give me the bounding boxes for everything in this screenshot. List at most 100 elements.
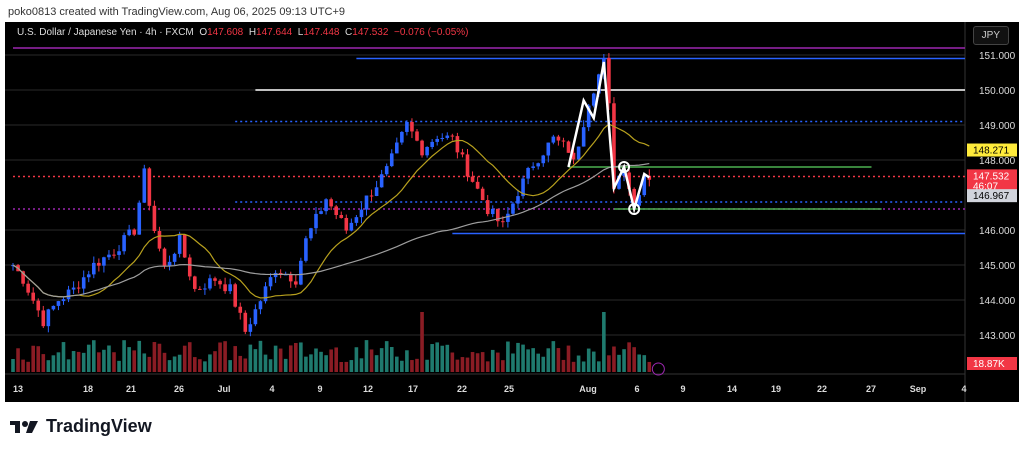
volume-bar — [561, 359, 566, 372]
candle-body — [182, 234, 187, 258]
volume-bar — [485, 361, 490, 372]
price-label-badge — [967, 169, 1017, 192]
price-label-text: 147.532 — [973, 171, 1010, 182]
candle-body — [71, 287, 76, 290]
volume-bar — [501, 360, 505, 372]
volume-bar — [258, 340, 263, 372]
x-tick-label: 18 — [83, 384, 93, 394]
candle-body — [198, 288, 202, 290]
volume-bar — [304, 356, 308, 372]
x-tick-label: 13 — [13, 384, 23, 394]
candle-body — [410, 121, 414, 132]
x-tick-label: 9 — [680, 384, 685, 394]
volume-bar — [405, 350, 409, 372]
volume-bar — [299, 342, 303, 372]
candle-body — [470, 176, 475, 182]
candle-body — [288, 274, 293, 282]
symbol-label: U.S. Dollar / Japanese Yen · 4h · FXCM — [17, 27, 194, 38]
candle-body — [475, 181, 480, 189]
volume-bar — [597, 361, 601, 372]
open-label: O — [199, 27, 208, 38]
candle-body — [117, 251, 121, 255]
candle-body — [177, 234, 182, 254]
volume-bar — [490, 349, 495, 372]
volume-label-text: 18.87K — [973, 359, 1005, 370]
candle-body — [56, 301, 61, 306]
change-value: −0.076 (−0.05%) — [394, 27, 469, 38]
candle-body — [374, 187, 379, 197]
x-tick-label: 21 — [126, 384, 136, 394]
volume-bar — [374, 355, 379, 372]
volume-bar — [142, 353, 147, 372]
candle-body — [228, 284, 232, 292]
candle-body — [76, 287, 81, 289]
volume-bar — [369, 349, 374, 372]
volume-bar — [66, 359, 71, 372]
volume-bar — [56, 352, 61, 372]
low-value: 147.448 — [303, 27, 340, 38]
price-chart[interactable]: 151.000 150.000 149.000 148.000 146.000 145.0… — [5, 22, 1019, 402]
volume-bar — [182, 345, 187, 372]
volume-bar — [359, 358, 364, 372]
moving-average-fast — [12, 123, 650, 299]
candle-body — [612, 103, 616, 189]
tradingview-logo[interactable]: TradingView — [10, 416, 152, 437]
volume-bar — [536, 353, 540, 372]
candle-body — [485, 200, 490, 215]
candle-body — [496, 208, 500, 222]
x-tick-label: 17 — [408, 384, 418, 394]
candle-body — [384, 166, 389, 175]
volume-bar — [283, 358, 288, 372]
volume-bar — [117, 360, 121, 372]
candle-body — [561, 140, 566, 142]
volume-bar — [268, 359, 273, 372]
candle-body — [152, 205, 157, 231]
candle-body — [359, 209, 364, 218]
x-tick-label: 14 — [727, 384, 737, 394]
candle-body — [501, 221, 505, 223]
volume-bar — [334, 347, 338, 372]
volume-bar — [324, 355, 328, 372]
candle-body — [314, 213, 318, 229]
volume-bar — [122, 340, 126, 372]
chart-panel[interactable]: 151.000 150.000 149.000 148.000 146.000 145.0… — [5, 22, 1019, 402]
volume-bar — [516, 342, 520, 372]
volume-bar — [435, 342, 439, 372]
volume-bar — [637, 354, 641, 372]
volume-bar — [591, 351, 596, 372]
candle-body — [268, 277, 273, 287]
candle-body — [329, 199, 333, 207]
candle-body — [334, 206, 338, 215]
volume-bar — [16, 348, 20, 372]
candle-body — [36, 300, 41, 311]
volume-bar — [157, 343, 162, 372]
candle-body — [455, 136, 460, 153]
volume-bar — [319, 351, 323, 372]
volume-bar — [208, 354, 212, 372]
y-tick-label: 144.000 — [979, 296, 1016, 307]
candle-body — [400, 131, 404, 143]
ohlc-legend: U.S. Dollar / Japanese Yen · 4h · FXCM O… — [17, 27, 469, 38]
volume-bar — [71, 351, 76, 372]
volume-bar — [642, 355, 647, 372]
brand-name: TradingView — [46, 416, 152, 436]
y-tick-label: 146.000 — [979, 226, 1016, 237]
candle-body — [389, 153, 394, 167]
volume-bar — [344, 361, 349, 372]
volume-bar — [278, 348, 283, 372]
credit-text: poko0813 created with TradingView.com, A… — [8, 6, 346, 18]
y-tick-label: 151.000 — [979, 51, 1016, 62]
candle-body — [278, 272, 283, 275]
volume-bar — [470, 352, 475, 372]
volume-bar — [496, 352, 500, 372]
candle-body — [511, 203, 515, 214]
volume-bar — [228, 360, 232, 372]
volume-bar — [76, 351, 81, 372]
volume-bar — [152, 342, 157, 372]
candle-body — [546, 142, 551, 156]
volume-bar — [607, 355, 611, 372]
candle-body — [258, 301, 263, 310]
candle-body — [490, 208, 495, 215]
volume-bar — [314, 348, 318, 372]
currency-button[interactable]: JPY — [972, 26, 1009, 45]
